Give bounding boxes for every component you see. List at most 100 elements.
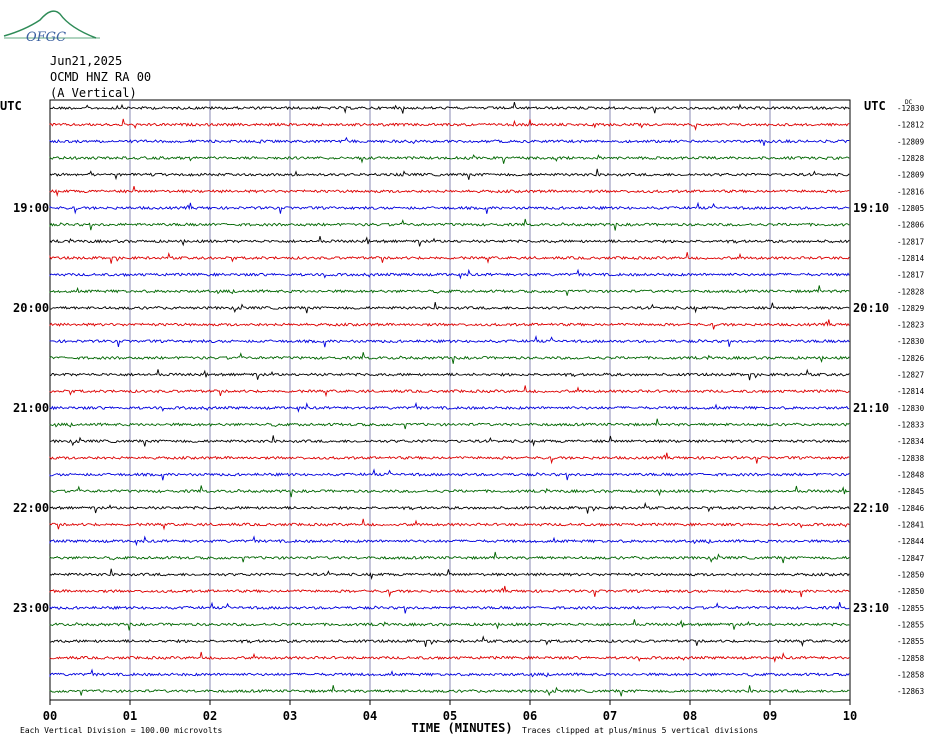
trace-offset-label: -12841: [897, 521, 924, 530]
traces: [49, 101, 850, 697]
trace-row: [49, 136, 850, 146]
trace-offset-label: -12830: [897, 104, 925, 113]
trace-offset-label: -12858: [897, 670, 925, 679]
trace-row: [49, 485, 850, 498]
trace-offset-label: -12809: [897, 137, 924, 146]
x-tick-label: 10: [843, 709, 857, 723]
left-time-label: 21:00: [13, 401, 49, 415]
trace-row: [49, 185, 850, 197]
trace-row: [49, 418, 850, 430]
trace-row: [49, 101, 850, 114]
trace-row: [49, 368, 850, 381]
left-time-label: 23:00: [13, 601, 49, 615]
axis-labels: 00 01 02 03 04 05 06 07 08 09 10 -12830 -12812 -12809…: [0, 99, 925, 735]
left-time-label: 20:00: [13, 301, 49, 315]
right-time-label: 22:10: [853, 501, 889, 515]
x-tick-label: 08: [683, 709, 697, 723]
trace-row: [49, 235, 850, 247]
trace-offset-label: -12817: [897, 271, 924, 280]
x-tick-label: 00: [43, 709, 57, 723]
trace-offset-label: -12844: [897, 537, 925, 546]
footer-left: Each Vertical Division = 100.00 microvol…: [20, 726, 222, 735]
trace-offset-label: -12848: [897, 471, 925, 480]
right-time-label: 19:10: [853, 201, 889, 215]
trace-offset-label: -12858: [897, 654, 925, 663]
trace-offset-label: -12827: [897, 371, 924, 380]
trace-offset-label: -12805: [897, 204, 924, 213]
trace-row: [49, 168, 850, 181]
x-tick-label: 01: [123, 709, 137, 723]
x-tick-label: 06: [523, 709, 537, 723]
trace-row: [49, 401, 850, 413]
x-tick-label: 07: [603, 709, 617, 723]
trace-offset-label: -12814: [897, 387, 925, 396]
trace-row: [49, 268, 850, 280]
trace-offset-label: -12830: [897, 337, 925, 346]
trace-row: [49, 619, 850, 631]
trace-row: [49, 319, 850, 330]
trace-row: [49, 651, 850, 663]
left-time-label: 19:00: [13, 201, 49, 215]
right-time-label: 20:10: [853, 301, 889, 315]
trace-offset-label: -12806: [897, 221, 925, 230]
chart-header: Jun21,2025 OCMD HNZ RA 00 (A Vertical): [50, 53, 151, 101]
trace-offset-label: -12855: [897, 637, 924, 646]
dc-unit-label: DC: [905, 99, 913, 106]
trace-offset-label: -12833: [897, 421, 924, 430]
trace-offset-label: -12830: [897, 404, 925, 413]
x-tick-label: 02: [203, 709, 217, 723]
trace-row: [49, 452, 850, 465]
trace-row: [49, 535, 850, 547]
trace-row: [49, 501, 850, 514]
grid-lines: [49, 99, 851, 705]
trace-offset-label: -12834: [897, 437, 925, 446]
trace-row: [49, 668, 850, 678]
trace-row: [49, 285, 850, 296]
x-tick-label: 04: [363, 709, 377, 723]
trace-row: [49, 551, 850, 564]
x-axis-label: TIME (MINUTES): [411, 721, 512, 735]
header-date: Jun21,2025: [50, 54, 123, 68]
trace-row: [49, 568, 850, 581]
trace-offset-label: -12828: [897, 154, 925, 163]
trace-offset-label: -12863: [897, 687, 924, 696]
trace-row: [49, 352, 850, 364]
trace-offset-label: -12845: [897, 487, 924, 496]
trace-offset-label: -12855: [897, 604, 924, 613]
trace-offset-label: -12847: [897, 554, 924, 563]
x-tick-label: 09: [763, 709, 777, 723]
header-component: (A Vertical): [50, 86, 137, 100]
trace-row: [49, 385, 850, 398]
trace-offset-label: -12817: [897, 237, 924, 246]
logo-swoosh: [3, 10, 97, 39]
trace-offset-label: -12814: [897, 254, 925, 263]
trace-row: [49, 601, 850, 614]
ofgc-logo: OFGC: [3, 10, 100, 45]
left-utc-label: UTC: [0, 99, 22, 113]
trace-row: [49, 635, 850, 648]
trace-offset-label: -12850: [897, 587, 925, 596]
right-time-label: 21:10: [853, 401, 889, 415]
trace-row: [49, 585, 850, 598]
header-station: OCMD HNZ RA 00: [50, 70, 152, 84]
footer-right: Traces clipped at plus/minus 5 vertical …: [522, 726, 758, 735]
x-tick-label: 03: [283, 709, 297, 723]
trace-offset-label: -12826: [897, 354, 925, 363]
trace-row: [49, 118, 850, 131]
trace-row: [49, 435, 850, 447]
trace-offset-label: -12823: [897, 321, 924, 330]
trace-offset-label: -12816: [897, 187, 925, 196]
trace-row: [49, 468, 850, 481]
trace-offset-label: -12812: [897, 121, 924, 130]
trace-row: [49, 154, 850, 164]
trace-row: [49, 252, 850, 264]
trace-offset-label: -12809: [897, 171, 924, 180]
trace-offset-label: -12850: [897, 570, 925, 579]
trace-row: [49, 302, 850, 314]
trace-row: [49, 685, 850, 697]
x-tick-label: 05: [443, 709, 457, 723]
trace-row: [49, 201, 850, 215]
trace-row: [49, 518, 850, 531]
trace-row: [49, 334, 850, 348]
